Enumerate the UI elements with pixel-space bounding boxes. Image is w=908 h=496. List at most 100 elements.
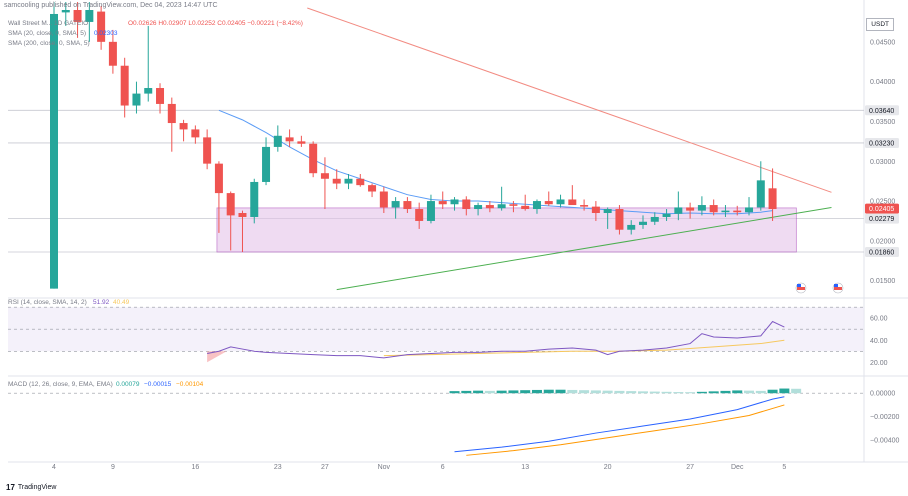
candle-body[interactable]	[273, 135, 282, 147]
candle-body[interactable]	[332, 178, 341, 184]
macd-histogram-bar[interactable]	[473, 390, 484, 394]
price-pane[interactable]	[8, 0, 908, 463]
candle-body[interactable]	[309, 143, 318, 174]
candle-body[interactable]	[580, 205, 589, 207]
candle-body[interactable]	[521, 205, 530, 210]
candle-body[interactable]	[556, 199, 565, 205]
candle-body[interactable]	[203, 137, 212, 164]
candle-body[interactable]	[85, 10, 94, 22]
candle-body[interactable]	[320, 173, 329, 179]
currency-selector[interactable]: USDT	[866, 18, 894, 31]
candle-body[interactable]	[615, 209, 624, 230]
candle-body[interactable]	[226, 193, 235, 216]
candle-body[interactable]	[568, 199, 577, 206]
rsi-pane[interactable]: 60.00 40.00 20.00	[8, 306, 888, 367]
macd-histogram-bar[interactable]	[732, 390, 743, 394]
macd-histogram-bar[interactable]	[649, 391, 660, 394]
macd-histogram-bar[interactable]	[555, 389, 566, 394]
candle-body[interactable]	[368, 185, 377, 192]
macd-line[interactable]	[454, 396, 785, 453]
candle-body[interactable]	[144, 88, 153, 94]
candle-body[interactable]	[485, 205, 494, 209]
rsi-line[interactable]	[207, 320, 785, 359]
macd-histogram-bar[interactable]	[661, 391, 672, 394]
candle-body[interactable]	[214, 163, 223, 194]
descending-trendline[interactable]	[307, 7, 832, 193]
candle-body[interactable]	[768, 188, 777, 210]
candle-body[interactable]	[97, 11, 106, 42]
macd-histogram-bar[interactable]	[602, 390, 613, 394]
candle-body[interactable]	[674, 207, 683, 214]
macd-histogram-bar[interactable]	[767, 389, 778, 394]
candle-body[interactable]	[61, 10, 70, 13]
macd-histogram-bar[interactable]	[685, 392, 696, 394]
candle-body[interactable]	[297, 141, 306, 144]
macd-histogram-bar[interactable]	[520, 390, 531, 394]
macd-histogram-bar[interactable]	[449, 391, 460, 394]
rsi-ma-line[interactable]	[383, 339, 785, 357]
candle-body[interactable]	[509, 204, 518, 206]
candle-body[interactable]	[709, 205, 718, 213]
macd-histogram-bar[interactable]	[543, 389, 554, 394]
macd-histogram-bar[interactable]	[461, 390, 472, 394]
macd-histogram-bar[interactable]	[590, 390, 601, 394]
macd-histogram-bar[interactable]	[626, 391, 637, 394]
candle-body[interactable]	[132, 93, 141, 106]
candle-body[interactable]	[650, 216, 659, 222]
macd-histogram-bar[interactable]	[696, 391, 707, 394]
candle-body[interactable]	[639, 221, 647, 225]
candle-body[interactable]	[73, 10, 82, 22]
candle-body[interactable]	[250, 181, 259, 217]
candle-body[interactable]	[627, 224, 636, 230]
macd-histogram-bar[interactable]	[579, 390, 590, 394]
candle-body[interactable]	[191, 129, 200, 138]
candle-body[interactable]	[426, 201, 435, 221]
candle-body[interactable]	[108, 41, 117, 66]
candle-body[interactable]	[238, 213, 247, 217]
candle-body[interactable]	[262, 146, 271, 182]
candle-body[interactable]	[356, 178, 365, 186]
candle-body[interactable]	[474, 205, 483, 210]
candle-body[interactable]	[756, 180, 765, 208]
tradingview-logo[interactable]: 17 TradingView	[6, 483, 56, 492]
candle-body[interactable]	[591, 206, 600, 214]
candle-body[interactable]	[544, 201, 553, 205]
candle-body[interactable]	[686, 207, 695, 211]
sma20-line[interactable]	[218, 109, 773, 215]
support-zone[interactable]	[216, 207, 797, 253]
ascending-trendline[interactable]	[336, 207, 832, 291]
candle-body[interactable]	[462, 199, 471, 210]
candle-body[interactable]	[450, 199, 459, 205]
candle-body[interactable]	[379, 191, 388, 208]
candle-body[interactable]	[403, 201, 412, 210]
candle-body[interactable]	[156, 88, 165, 104]
candle-body[interactable]	[391, 201, 400, 208]
candle-body[interactable]	[120, 65, 129, 106]
macd-histogram-bar[interactable]	[484, 390, 495, 394]
candle-body[interactable]	[603, 209, 612, 214]
candle-body[interactable]	[167, 103, 176, 124]
candle-body[interactable]	[697, 205, 706, 211]
macd-histogram-bar[interactable]	[638, 391, 648, 394]
candle-body[interactable]	[532, 201, 541, 210]
macd-signal-line[interactable]	[466, 404, 785, 456]
macd-histogram-bar[interactable]	[508, 390, 519, 394]
candle-body[interactable]	[662, 213, 671, 217]
candle-body[interactable]	[50, 13, 58, 289]
macd-histogram-bar[interactable]	[567, 389, 578, 394]
macd-histogram-bar[interactable]	[791, 388, 802, 394]
candle-body[interactable]	[745, 207, 754, 213]
macd-histogram-bar[interactable]	[779, 388, 790, 394]
candle-body[interactable]	[721, 210, 730, 213]
macd-pane[interactable]: 0.00000 −0.00200 −0.00400	[8, 388, 899, 456]
macd-histogram-bar[interactable]	[744, 390, 755, 394]
macd-histogram-bar[interactable]	[708, 391, 719, 394]
macd-histogram-bar[interactable]	[614, 390, 625, 394]
candle-body[interactable]	[733, 210, 742, 213]
candle-body[interactable]	[415, 209, 424, 221]
macd-histogram-bar[interactable]	[496, 390, 507, 394]
macd-histogram-bar[interactable]	[673, 392, 684, 394]
candle-body[interactable]	[344, 178, 353, 184]
candle-body[interactable]	[285, 137, 294, 142]
